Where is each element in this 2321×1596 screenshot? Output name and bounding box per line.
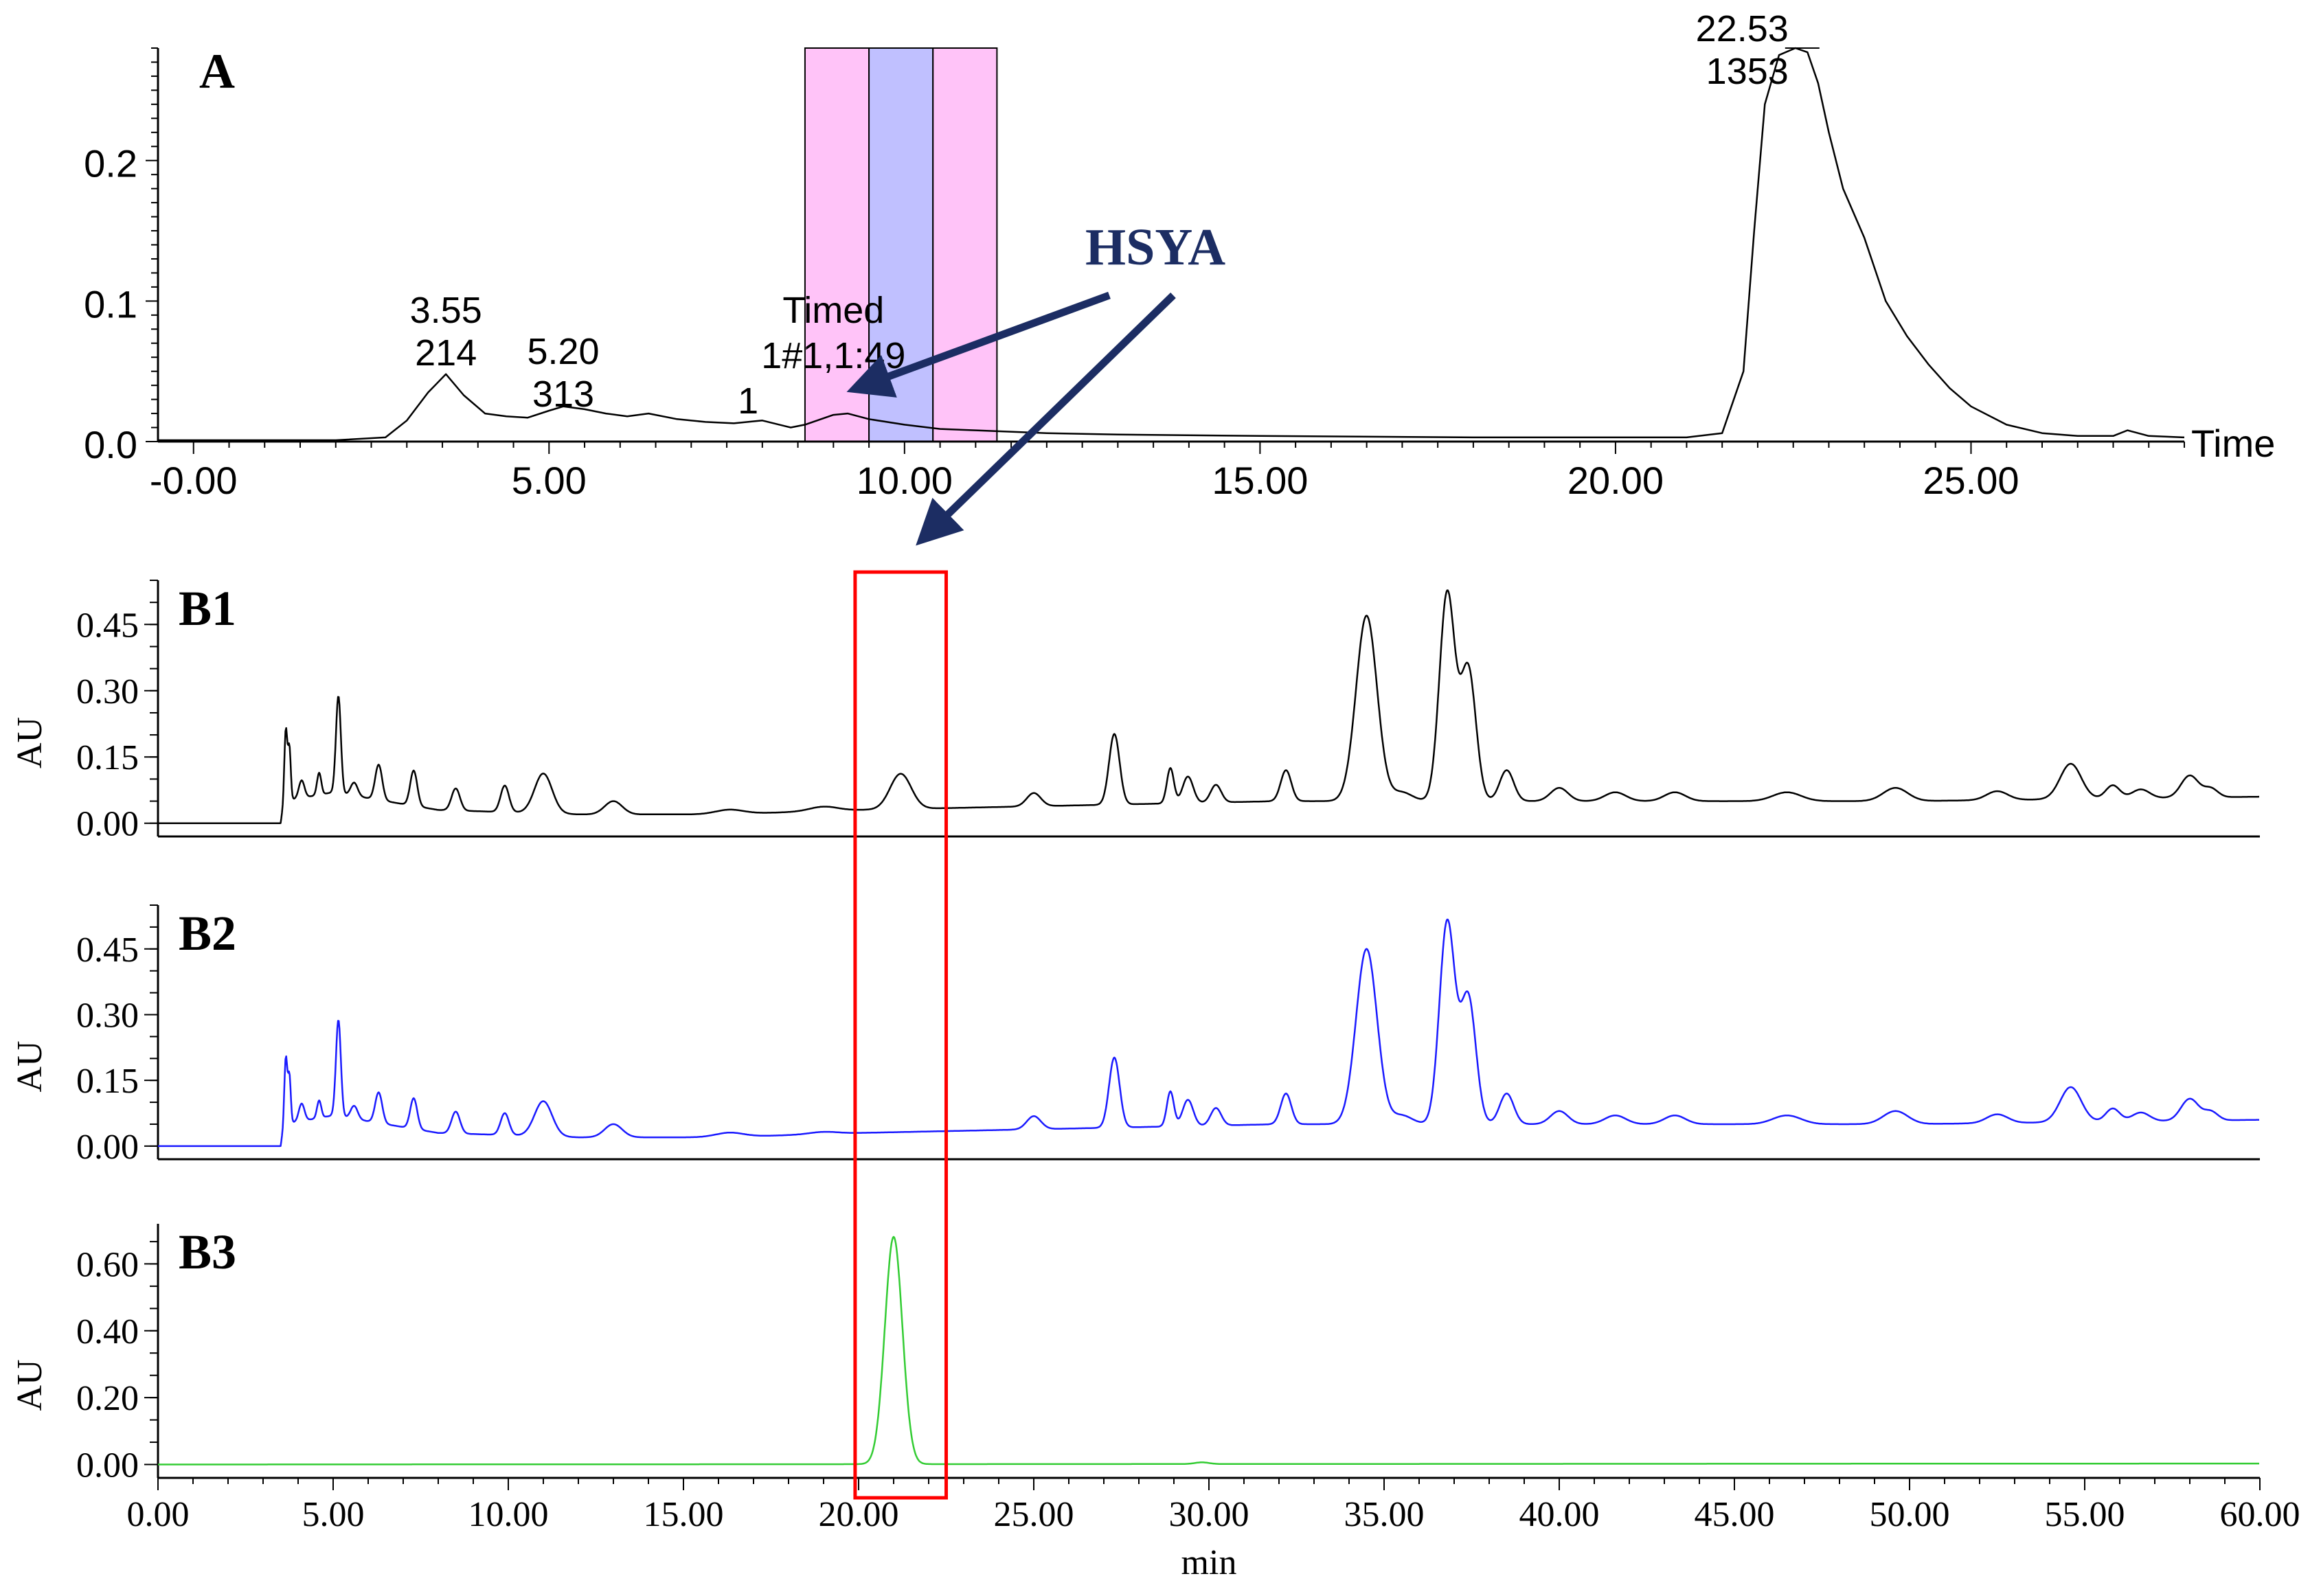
- x-axis-label: min: [1181, 1543, 1237, 1582]
- highlight-box: [853, 570, 949, 1500]
- peak-label: 214: [415, 332, 477, 374]
- hsya-annotation: HSYA: [846, 218, 1225, 1500]
- peak-label: 3.55: [410, 290, 482, 331]
- timed-label: Timed: [782, 290, 884, 331]
- x-tick-label: 10.00: [468, 1495, 549, 1534]
- y-tick-label: 0.30: [76, 996, 139, 1035]
- x-tick-label: 20.00: [819, 1495, 899, 1534]
- y-tick-label: 0.60: [76, 1245, 139, 1284]
- y-tick-label: 0.00: [76, 1446, 139, 1485]
- y-tick-label: 0.45: [76, 931, 139, 970]
- x-tick-label: 55.00: [2045, 1495, 2125, 1534]
- y-tick-label: 0.15: [76, 1062, 139, 1101]
- chromatogram-trace: [157, 918, 2260, 1148]
- hsya-arrow-to-fraction: [846, 291, 1111, 398]
- x-tick-label: 25.00: [1923, 459, 2019, 502]
- y-axis-label: AU: [10, 1359, 49, 1411]
- x-tick-label: 20.00: [1567, 459, 1664, 502]
- y-tick-label: 0.20: [76, 1379, 139, 1418]
- panel-label: B1: [179, 581, 236, 636]
- chromatogram-trace: [157, 589, 2260, 824]
- fraction-band: [804, 47, 870, 442]
- x-tick-label: -0.00: [150, 459, 238, 502]
- panel-b3: 0.00 0.20 0.40 0.60 AU 0.00 5.00 10.00 15.00 20.0…: [10, 1224, 2300, 1582]
- chromatogram-trace: [158, 47, 2185, 442]
- y-tick-label: 0.1: [84, 282, 137, 326]
- x-tick-label: 60.00: [2220, 1495, 2300, 1534]
- x-tick-label: 45.00: [1695, 1495, 1775, 1534]
- x-tick-label: 15.00: [644, 1495, 724, 1534]
- panel-label: A: [199, 44, 235, 99]
- panel-label: B3: [179, 1224, 236, 1279]
- x-tick-label: 10.00: [857, 459, 953, 502]
- panel-b1: 0.00 0.15 0.30 0.45 AU B1: [10, 580, 2260, 844]
- x-tick-label: 35.00: [1344, 1495, 1425, 1534]
- y-tick-label: 0.00: [76, 805, 139, 844]
- hsya-label: HSYA: [1085, 218, 1225, 276]
- peak-label: 22.53: [1696, 8, 1789, 49]
- panel-label: B2: [179, 906, 236, 961]
- x-tick-label: 15.00: [1212, 459, 1308, 502]
- y-tick-label: 0.40: [76, 1312, 139, 1352]
- y-axis-label: AU: [10, 1040, 49, 1092]
- y-tick-label: 0.15: [76, 738, 139, 777]
- x-tick-label: 5.00: [302, 1495, 365, 1534]
- fraction-band: [932, 47, 998, 442]
- x-tick-label: 5.00: [512, 459, 587, 502]
- y-tick-label: 0.30: [76, 672, 139, 711]
- peak-label: 313: [532, 374, 594, 415]
- y-tick-label: 0.0: [84, 423, 137, 466]
- peak-label: 1353: [1706, 51, 1789, 92]
- peak-label: 5.20: [527, 331, 599, 372]
- chromatogram-trace: [157, 1235, 2260, 1466]
- timed-label: 1: [738, 380, 758, 422]
- x-tick-label: 50.00: [1870, 1495, 1950, 1534]
- timed-label: 1#1,1:49: [761, 335, 905, 376]
- x-axis-label: Time: [2191, 422, 2275, 465]
- y-axis-label: AU: [10, 717, 49, 768]
- y-tick-label: 0.2: [84, 142, 137, 185]
- x-tick-label: 30.00: [1169, 1495, 1249, 1534]
- x-tick-label: 40.00: [1519, 1495, 1600, 1534]
- x-tick-label: 25.00: [994, 1495, 1074, 1534]
- panel-b2: 0.00 0.15 0.30 0.45 AU B2: [10, 904, 2260, 1167]
- hsya-arrow-to-peak: [916, 293, 1176, 546]
- x-tick-label: 0.00: [127, 1495, 190, 1534]
- y-tick-label: 0.45: [76, 606, 139, 645]
- y-tick-label: 0.00: [76, 1128, 139, 1167]
